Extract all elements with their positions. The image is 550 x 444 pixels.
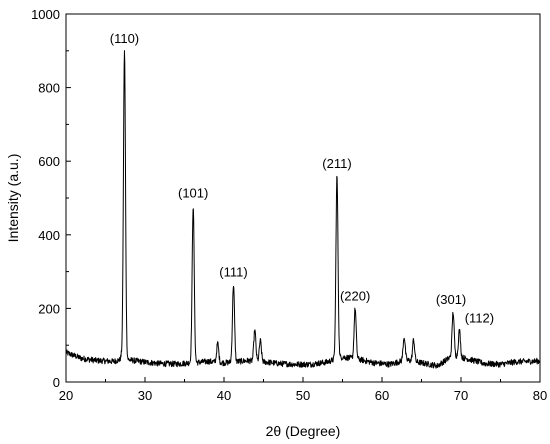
y-axis-label: Intensity (a.u.) [5,154,21,243]
y-tick-label: 200 [38,301,60,316]
x-axis-label: 2θ (Degree) [266,423,341,439]
peak-label: (101) [178,185,208,200]
x-axis-ticks: 20 30 40 50 60 70 80 [59,377,547,403]
x-tick-label: 70 [454,388,468,403]
x-tick-label: 20 [59,388,73,403]
peak-label: (111) [219,264,247,279]
y-tick-label: 400 [38,228,60,243]
y-tick-label: 1000 [31,7,60,22]
peak-label: (211) [322,156,351,171]
peak-label: (220) [340,288,370,303]
peak-label: (110) [110,31,139,46]
x-tick-label: 80 [533,388,547,403]
x-tick-label: 30 [138,388,152,403]
peak-label: (301) [436,292,466,307]
plot-frame [65,13,541,383]
peak-label: (112) [465,310,494,325]
x-tick-label: 50 [296,388,310,403]
x-tick-label: 60 [375,388,389,403]
y-tick-label: 0 [53,375,60,390]
y-tick-label: 800 [38,81,60,96]
y-axis-ticks: 0 200 400 600 800 1000 [31,7,71,390]
x-tick-label: 40 [217,388,231,403]
peak-labels: (110) (101) (111) (211) (220) (301) (112) [110,31,494,326]
xrd-pattern-line [65,50,541,369]
y-tick-label: 600 [38,154,60,169]
